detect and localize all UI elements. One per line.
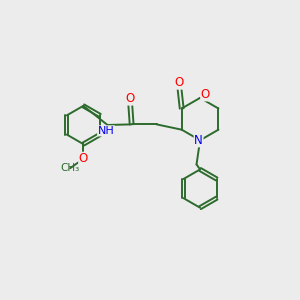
- Text: O: O: [201, 88, 210, 101]
- Text: N: N: [194, 134, 203, 147]
- Text: NH: NH: [98, 126, 114, 136]
- Text: O: O: [175, 76, 184, 89]
- Text: O: O: [125, 92, 135, 105]
- Text: CH₃: CH₃: [61, 163, 80, 173]
- Text: O: O: [79, 152, 88, 165]
